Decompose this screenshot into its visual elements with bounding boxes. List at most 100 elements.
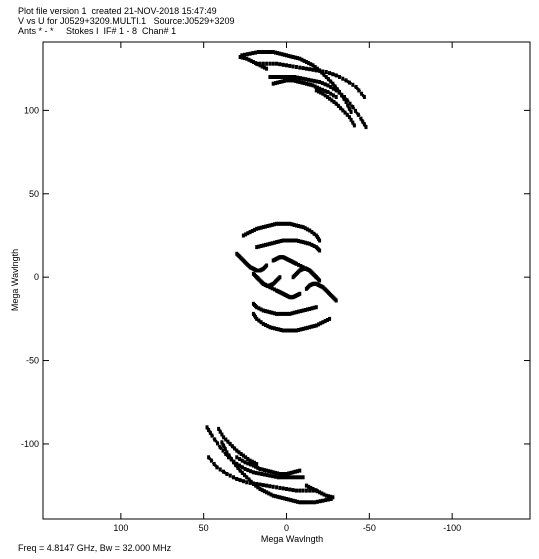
uv-point	[258, 63, 262, 68]
uv-point	[307, 61, 311, 66]
uv-point	[362, 122, 366, 127]
uv-point	[293, 469, 297, 474]
uv-point	[292, 328, 296, 333]
uv-point	[306, 325, 309, 330]
uv-point	[243, 56, 246, 61]
uv-point	[269, 492, 273, 497]
uv-point	[285, 487, 288, 491]
uv-point	[235, 462, 239, 466]
uv-point	[340, 92, 344, 97]
x-tick-label: -50	[363, 523, 376, 533]
uv-point	[246, 468, 250, 473]
uv-point	[326, 90, 330, 94]
uv-point	[290, 311, 294, 316]
uv-point	[327, 497, 330, 502]
uv-point	[297, 328, 301, 332]
uv-point	[246, 461, 250, 466]
uv-point	[349, 117, 353, 122]
uv-point	[287, 471, 291, 476]
uv-point	[279, 475, 283, 480]
uv-point	[272, 311, 276, 316]
uv-point	[238, 55, 242, 59]
uv-point	[264, 282, 267, 287]
uv-point	[288, 328, 292, 333]
uv-point	[277, 327, 281, 332]
uv-point	[287, 78, 291, 83]
uv-point	[243, 467, 247, 471]
uv-point	[286, 238, 290, 243]
uv-point	[294, 328, 298, 333]
plot-frame	[42, 41, 531, 520]
uv-point	[280, 472, 284, 476]
uv-point	[309, 62, 313, 67]
uv-point	[282, 496, 286, 501]
uv-point	[265, 66, 269, 71]
uv-point	[298, 468, 302, 473]
uv-point	[260, 488, 264, 493]
uv-point	[312, 244, 316, 248]
uv-point	[309, 485, 313, 490]
uv-point	[278, 62, 282, 67]
uv-point	[343, 110, 347, 115]
uv-point	[238, 463, 242, 468]
uv-point	[296, 79, 299, 84]
uv-point	[321, 69, 325, 74]
uv-point	[318, 80, 322, 84]
uv-point	[304, 488, 308, 493]
uv-point	[308, 67, 312, 72]
uv-point	[265, 468, 269, 473]
uv-point	[276, 80, 280, 85]
uv-point	[281, 328, 285, 333]
uv-point	[307, 500, 311, 505]
uv-point	[290, 75, 294, 79]
uv-point	[345, 112, 349, 117]
uv-point	[213, 437, 217, 442]
uv-point	[320, 491, 324, 496]
uv-point	[327, 494, 330, 499]
plot-header-line-2: V vs U for J0529+3209.MULTI.1 Source:J05…	[18, 16, 235, 26]
uv-point	[255, 462, 259, 466]
uv-point	[298, 65, 302, 70]
uv-point	[274, 494, 277, 499]
uv-point	[330, 98, 334, 103]
uv-point	[301, 225, 305, 230]
uv-point	[266, 284, 270, 289]
uv-point	[248, 51, 252, 56]
uv-point	[268, 325, 272, 330]
uv-point	[222, 469, 226, 474]
uv-point	[286, 311, 290, 316]
uv-point	[314, 68, 318, 73]
uv-point	[334, 73, 338, 78]
uv-point	[271, 484, 275, 489]
uv-point	[329, 497, 333, 501]
uv-point	[323, 88, 327, 93]
uv-point	[269, 469, 273, 474]
uv-point	[276, 51, 280, 56]
uv-point	[289, 470, 293, 475]
uv-point	[319, 90, 323, 95]
uv-point	[279, 75, 283, 79]
uv-point	[286, 221, 290, 226]
uv-point	[334, 95, 338, 99]
uv-point	[268, 473, 272, 478]
uv-point	[207, 455, 211, 460]
uv-point	[312, 324, 316, 329]
uv-point	[319, 321, 323, 326]
uv-point	[265, 263, 269, 268]
uv-point	[249, 58, 253, 63]
uv-point	[298, 500, 302, 505]
uv-point	[244, 232, 248, 237]
uv-point	[262, 489, 266, 494]
uv-point	[303, 226, 307, 231]
uv-point	[250, 229, 254, 233]
uv-point	[299, 239, 303, 244]
uv-point	[320, 87, 324, 92]
uv-point	[351, 105, 355, 109]
uv-point	[280, 52, 284, 57]
uv-point	[285, 497, 288, 501]
uv-point	[268, 223, 272, 228]
uv-point	[324, 70, 328, 74]
uv-point	[247, 477, 251, 482]
uv-point	[313, 488, 317, 493]
uv-point	[310, 324, 314, 329]
